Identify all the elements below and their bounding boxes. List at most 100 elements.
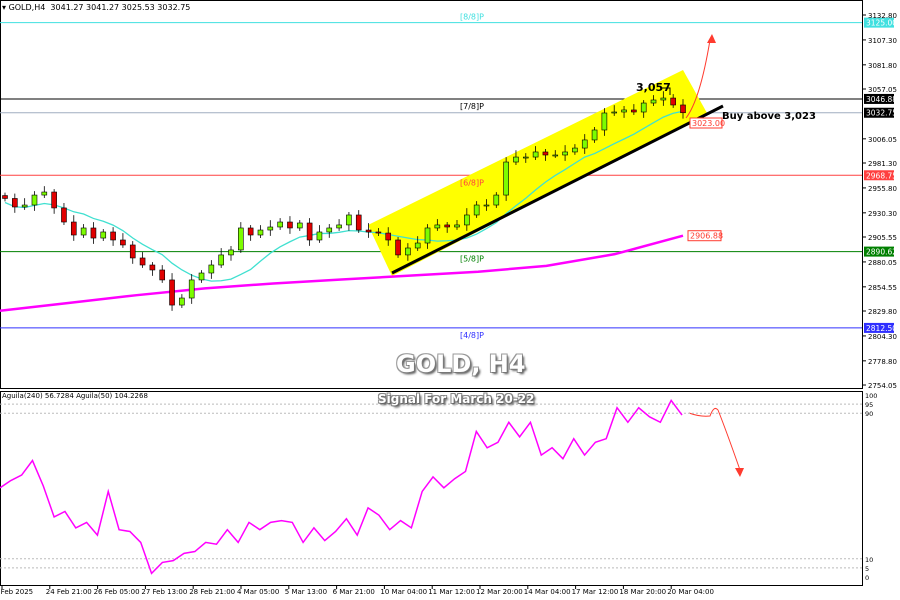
- candle-body: [326, 227, 333, 233]
- y-tick-label: 3057.05: [868, 86, 897, 94]
- candle-body: [660, 97, 667, 101]
- ma-fast-line: [4, 110, 684, 282]
- candle-body: [621, 109, 627, 113]
- candle-body: [336, 224, 342, 229]
- candle-body: [179, 297, 185, 306]
- x-tick-label: 1 Feb 2025: [0, 588, 33, 596]
- indicator-tick: 100: [865, 392, 877, 400]
- bullish-arrowhead: [707, 34, 716, 43]
- y-tick-label: 2778.80: [868, 358, 897, 366]
- candle-body: [513, 156, 519, 163]
- candle-body: [444, 224, 450, 228]
- candle-body: [562, 151, 568, 156]
- chart-header: ▾ GOLD,H4 3041.27 3041.27 3025.53 3032.7…: [2, 3, 191, 12]
- x-tick-label: 12 Mar 20:00: [476, 588, 523, 596]
- candle-body: [70, 221, 77, 236]
- bullish-arrow: [685, 39, 711, 119]
- candle-body: [405, 247, 411, 256]
- candle-body: [90, 227, 97, 239]
- x-tick-label: 14 Mar 04:00: [524, 588, 571, 596]
- y-tick-label: 2981.30: [868, 160, 897, 168]
- candle-body: [198, 272, 205, 281]
- level-label: [6/8]P: [460, 178, 484, 187]
- ma-tag: 2906.88: [690, 232, 723, 241]
- indicator-tick: 0: [865, 574, 869, 582]
- buy-tag-box: [689, 117, 723, 129]
- candle-body: [316, 231, 323, 241]
- candle-body: [188, 279, 195, 299]
- level-label: [5/8]P: [460, 255, 484, 264]
- buy-tag: 3023.00: [692, 119, 725, 128]
- candle-body: [208, 264, 215, 274]
- candle-body: [238, 227, 244, 251]
- y-tick-label: 2955.80: [868, 185, 897, 193]
- price-tag-text: 3032.75: [866, 109, 897, 118]
- price-tag-text: 2968.75: [866, 171, 897, 180]
- candle-body: [31, 194, 38, 206]
- candle-body: [365, 229, 372, 233]
- high-marker: [660, 87, 671, 95]
- x-tick-label: 17 Mar 12:00: [572, 588, 619, 596]
- indicator-tick: 90: [865, 410, 873, 418]
- candle-body: [572, 147, 578, 153]
- candle-body: [2, 195, 8, 199]
- candle-body: [680, 104, 686, 114]
- candle-body: [601, 112, 608, 131]
- x-tick-label: 24 Feb 21:00: [46, 588, 92, 596]
- level-label: [8/8]P: [460, 13, 484, 22]
- candle-body: [581, 139, 588, 149]
- price-tag: [864, 93, 894, 104]
- candle-body: [277, 221, 283, 228]
- candle-body: [591, 129, 598, 141]
- bearish-arrow: [688, 408, 741, 471]
- candle-body: [306, 222, 313, 241]
- candle-body: [139, 257, 146, 266]
- bearish-arrowhead: [735, 468, 744, 477]
- candle-body: [169, 279, 175, 306]
- candle-body: [434, 224, 441, 229]
- candle-body: [552, 154, 559, 157]
- high-label: 3,057: [636, 81, 671, 94]
- candle-body: [80, 227, 87, 236]
- price-tag-text: 2890.62: [866, 248, 897, 257]
- price-tag: [864, 246, 894, 257]
- ohlc-values: 3041.27 3041.27 3025.53 3032.75: [50, 3, 191, 12]
- candle-body: [21, 204, 28, 208]
- candle-body: [287, 221, 293, 229]
- candle-body: [395, 239, 401, 256]
- candle-body: [346, 214, 352, 226]
- yellow-channel: [368, 70, 707, 276]
- y-tick-label: 2804.30: [868, 333, 897, 341]
- x-tick-label: 11 Mar 12:00: [428, 588, 475, 596]
- candle-body: [149, 264, 156, 271]
- price-tag: [864, 107, 894, 118]
- candle-body: [41, 191, 48, 196]
- aguila-line: [0, 399, 683, 575]
- y-tick-label: 3107.30: [868, 37, 897, 45]
- candle-body: [100, 231, 107, 239]
- x-tick-label: 6 Mar 21:00: [333, 588, 375, 596]
- x-tick-label: 20 Mar 04:00: [667, 588, 714, 596]
- candle-body: [296, 222, 303, 229]
- candle-body: [503, 161, 509, 196]
- indicator-tick: 95: [865, 401, 873, 409]
- candle-body: [532, 151, 539, 158]
- y-tick-label: 2854.55: [868, 284, 897, 292]
- candle-body: [454, 224, 460, 228]
- candle-body: [159, 269, 166, 281]
- x-tick-label: 18 Mar 20:00: [619, 588, 666, 596]
- y-tick-label: 2930.30: [868, 210, 897, 218]
- watermark: GOLD, H4: [396, 350, 526, 378]
- candle-body: [12, 198, 18, 208]
- candle-body: [355, 214, 362, 231]
- candle-body: [110, 231, 116, 241]
- level-label: [4/8]P: [460, 331, 484, 340]
- indicator-pane: [0, 391, 863, 586]
- symbol-label: GOLD,H4: [8, 3, 46, 12]
- level-label: [7/8]P: [460, 102, 484, 111]
- price-tag: [864, 322, 894, 333]
- price-tag: [864, 170, 894, 181]
- x-tick-label: 4 Mar 05:00: [237, 588, 279, 596]
- buy-label: Buy above 3,023: [722, 111, 816, 122]
